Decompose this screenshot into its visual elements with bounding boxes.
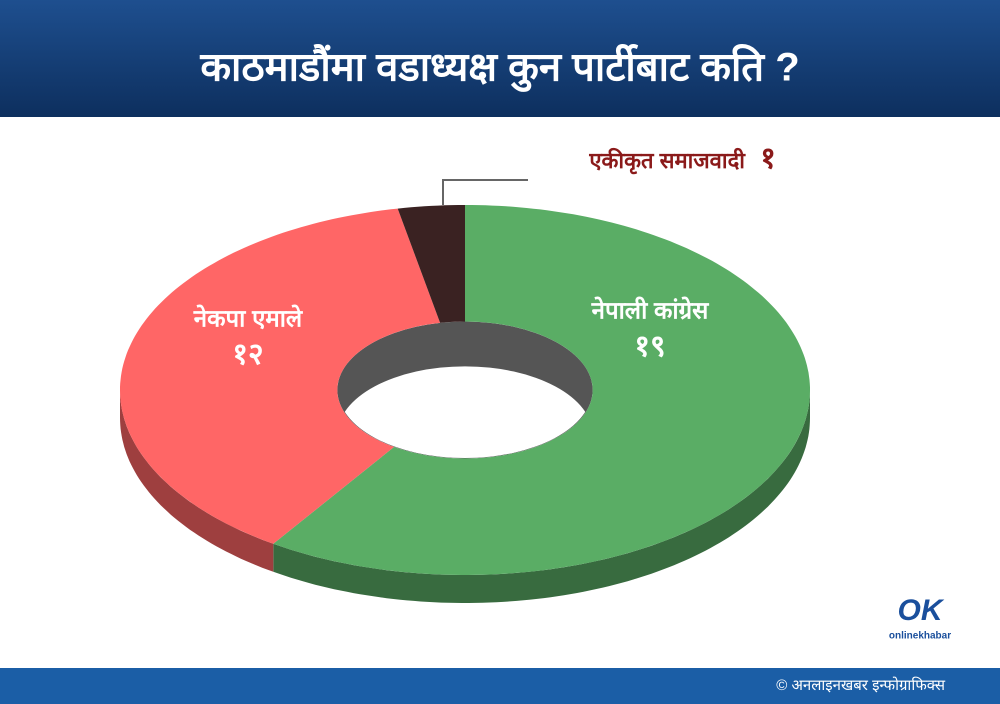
slice — [273, 205, 810, 575]
footer-credit: © अनलाइनखबर इन्फोग्राफिक्स — [776, 676, 946, 694]
hole-opening — [338, 366, 592, 458]
footer-bar — [0, 668, 1000, 704]
slice — [397, 205, 465, 323]
value-label: १ — [760, 142, 776, 175]
slice — [120, 208, 441, 544]
category-label: नेपाली कांग्रेस — [591, 296, 710, 324]
slice-side — [120, 390, 274, 572]
value-label: १२ — [232, 338, 263, 371]
logo-text: onlinekhabar — [889, 631, 951, 642]
value-label: १९ — [634, 330, 665, 363]
header-bar — [0, 0, 1000, 117]
logo-mark: OK — [898, 594, 945, 627]
logo: OK onlinekhabar — [889, 594, 951, 642]
chart-title: काठमाडौंमा वडाध्यक्ष कुन पार्टीबाट कति ? — [199, 44, 799, 93]
leader-line — [442, 179, 528, 205]
category-label: एकीकृत समाजवादी — [588, 147, 746, 175]
category-label: नेकपा एमाले — [193, 304, 304, 332]
slice-side — [273, 390, 810, 603]
plot — [120, 205, 810, 603]
